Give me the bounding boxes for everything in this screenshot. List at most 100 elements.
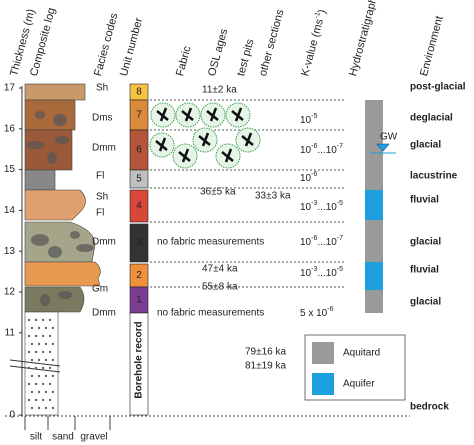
k-value-part: ...10: [317, 202, 337, 213]
clast-dot: [41, 382, 45, 386]
thickness-label: 0: [9, 410, 15, 421]
fabric-rose: [221, 148, 234, 163]
unit-number: 1: [136, 295, 142, 306]
clast-dot: [34, 350, 38, 354]
clast: [40, 294, 50, 306]
log-layer: [24, 129, 73, 171]
column-header: Hydrostratigraphy: [347, 0, 381, 78]
clast-dot: [37, 390, 41, 394]
clast-dot: [34, 382, 38, 386]
unit-box: [129, 189, 149, 223]
fabric-rose: [198, 132, 211, 147]
column-header-part: -1: [314, 11, 322, 19]
clast-dot: [48, 318, 52, 322]
clast: [26, 141, 44, 149]
clast-dot: [37, 342, 41, 346]
fabric-note: no fabric measurements: [157, 308, 264, 319]
thickness-label: 17: [4, 83, 16, 94]
k-value: 10-6...10-7: [300, 235, 343, 247]
osl-age: 11±2 ka: [202, 85, 237, 96]
environment: fluvial: [410, 195, 439, 206]
break: [9, 365, 61, 373]
clast-dot: [37, 406, 41, 410]
fabric-rose: [155, 137, 168, 152]
break: [9, 359, 61, 367]
clast-dot: [51, 326, 55, 330]
clast-dot: [34, 366, 38, 370]
borehole-label: Borehole record: [134, 321, 145, 398]
clast-dot: [37, 326, 41, 330]
osl-age: 81±19 ka: [245, 361, 287, 372]
fabric-rose: [241, 132, 254, 147]
facies-code: Fl: [96, 171, 104, 182]
log-layer: [24, 189, 86, 221]
facies-code: Gm: [92, 284, 108, 295]
clast-dot: [37, 358, 41, 362]
clast-dot: [30, 342, 34, 346]
clast-dot: [27, 398, 31, 402]
log-layer: [24, 83, 86, 101]
unit-number: 5: [136, 174, 142, 185]
facies-code: Dmm: [92, 308, 116, 319]
legend-label: Aquitard: [343, 348, 380, 359]
thickness-label: 14: [4, 205, 16, 216]
environment: glacial: [410, 297, 441, 308]
clast-dot: [44, 358, 48, 362]
gw-label: GW: [380, 132, 398, 143]
clast-dot: [30, 358, 34, 362]
clast-dot: [48, 350, 52, 354]
k-value-part: 10: [300, 173, 312, 184]
unit-number: 6: [136, 145, 142, 156]
k-value-part: -7: [337, 235, 343, 242]
thickness-label: 16: [4, 123, 16, 134]
clast-dot: [44, 326, 48, 330]
k-value-part: -6: [311, 171, 317, 178]
k-value-part: -5: [311, 113, 317, 120]
clast-dot: [44, 390, 48, 394]
osl-age: 55±8 ka: [202, 282, 238, 293]
facies-code: Sh: [96, 83, 108, 94]
column-header: K-value (ms-1): [299, 8, 329, 78]
log-layer: [24, 99, 76, 131]
unit-box: [129, 223, 149, 263]
log-layer: [24, 286, 85, 313]
facies-code: Dmm: [92, 237, 116, 248]
environment: fluvial: [410, 265, 439, 276]
k-value-part: -5: [337, 266, 343, 273]
column-header: Environment: [418, 15, 446, 78]
fabric-rose: [181, 107, 194, 122]
clast-dot: [30, 390, 34, 394]
environment: lacustrine: [410, 171, 458, 182]
legend-swatch: [312, 373, 334, 395]
k-value-part: -3: [311, 200, 317, 207]
clast: [53, 114, 67, 126]
column-header: OSL ages: [206, 27, 230, 77]
clast-dot: [30, 326, 34, 330]
column-header: Facies codes: [92, 11, 120, 77]
clast-dot: [48, 398, 52, 402]
k-value-part: -5: [337, 200, 343, 207]
clast: [31, 234, 49, 246]
environment: glacial: [410, 237, 441, 248]
thickness-label: 15: [4, 164, 16, 175]
clast-dot: [41, 350, 45, 354]
unit-box: [129, 169, 149, 189]
clast-dot: [41, 318, 45, 322]
clast-dot: [27, 334, 31, 338]
k-value-part: ...10: [317, 145, 337, 156]
unit-number: 4: [136, 201, 142, 212]
clast-dot: [37, 374, 41, 378]
k-value-part: 5 x 10: [300, 308, 328, 319]
k-value-part: ...10: [317, 237, 337, 248]
clast-dot: [44, 374, 48, 378]
log-layer: [24, 169, 56, 191]
clast-dot: [34, 398, 38, 402]
k-value-part: 10: [300, 237, 312, 248]
osl-age: 33±3 ka: [255, 191, 291, 202]
clast: [70, 231, 80, 239]
clast-dot: [51, 374, 55, 378]
clast-dot: [51, 390, 55, 394]
facies-code: Fl: [96, 208, 104, 219]
unit-number: 2: [136, 270, 142, 281]
environment: deglacial: [410, 113, 453, 124]
